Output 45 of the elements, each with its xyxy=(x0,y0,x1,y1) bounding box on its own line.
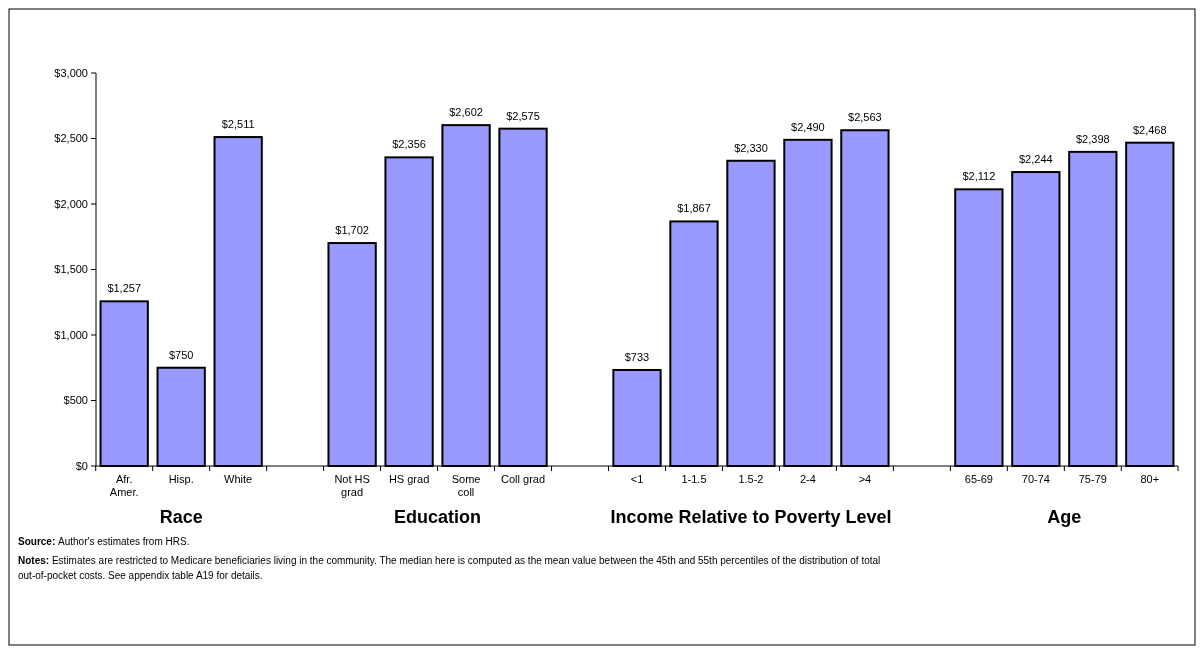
data-label: $2,563 xyxy=(848,111,882,124)
text: Race xyxy=(159,507,203,527)
y-tick-label: $2,000 xyxy=(54,197,88,210)
data-label: $2,468 xyxy=(1132,123,1167,136)
x-tick-label: <1 xyxy=(630,473,644,485)
text: Income Relative to Poverty Level xyxy=(610,507,892,527)
x-tick-label: 2-4 xyxy=(799,473,816,485)
y-tick-label: $1,000 xyxy=(54,328,88,341)
x-tick-label: 75-79 xyxy=(1078,473,1107,485)
data-label: $750 xyxy=(168,348,194,361)
text: Education xyxy=(394,507,482,527)
data-label: $1,702 xyxy=(335,224,369,237)
x-tick-label: Not HS grad xyxy=(334,473,370,498)
x-tick-label: Afr. Amer. xyxy=(109,473,139,498)
source-note: Source: Author's estimates from HRS. xyxy=(18,536,190,547)
x-tick-label: Coll grad xyxy=(501,473,546,485)
y-tick-label: $2,500 xyxy=(54,132,88,145)
y-tick-label: $3,000 xyxy=(54,66,88,79)
data-label: $1,867 xyxy=(677,202,711,215)
x-tick-label: >4 xyxy=(858,473,872,485)
x-tick-label: 80+ xyxy=(1140,473,1160,485)
x-tick-label: 1.5-2 xyxy=(738,473,764,485)
data-label: $2,356 xyxy=(392,138,426,151)
y-tick-label: $1,500 xyxy=(54,263,88,276)
data-label: $2,330 xyxy=(734,141,768,154)
data-label: $1,257 xyxy=(107,282,142,295)
x-tick-label: White xyxy=(224,473,253,485)
data-label: $733 xyxy=(624,350,650,363)
x-tick-label: 65-69 xyxy=(964,473,993,485)
data-label: $2,490 xyxy=(791,120,825,133)
text: Notes: Estimates are restricted to Medicare beneficiaries living in the community. The median here is computed as the mean value between the 45th and 55th percentiles of the distribution of total out-of-pocket costs. See appendix table A19 for details. xyxy=(18,555,881,581)
x-tick-label: Hisp. xyxy=(168,473,194,485)
data-label: $2,244 xyxy=(1019,153,1053,166)
data-label: $2,511 xyxy=(221,118,255,131)
y-tick-label: $500 xyxy=(63,394,88,407)
data-label: $2,398 xyxy=(1075,132,1110,145)
x-tick-label: 70-74 xyxy=(1021,473,1050,485)
data-label: $2,112 xyxy=(962,170,996,183)
y-tick-label: $0 xyxy=(75,459,88,472)
data-label: $2,575 xyxy=(506,109,540,122)
x-tick-label: 1-1.5 xyxy=(681,473,707,485)
data-label: $2,602 xyxy=(449,106,483,119)
x-tick-label: Some coll xyxy=(451,473,481,498)
x-tick-label: HS grad xyxy=(388,473,430,485)
text: Age xyxy=(1047,507,1082,527)
